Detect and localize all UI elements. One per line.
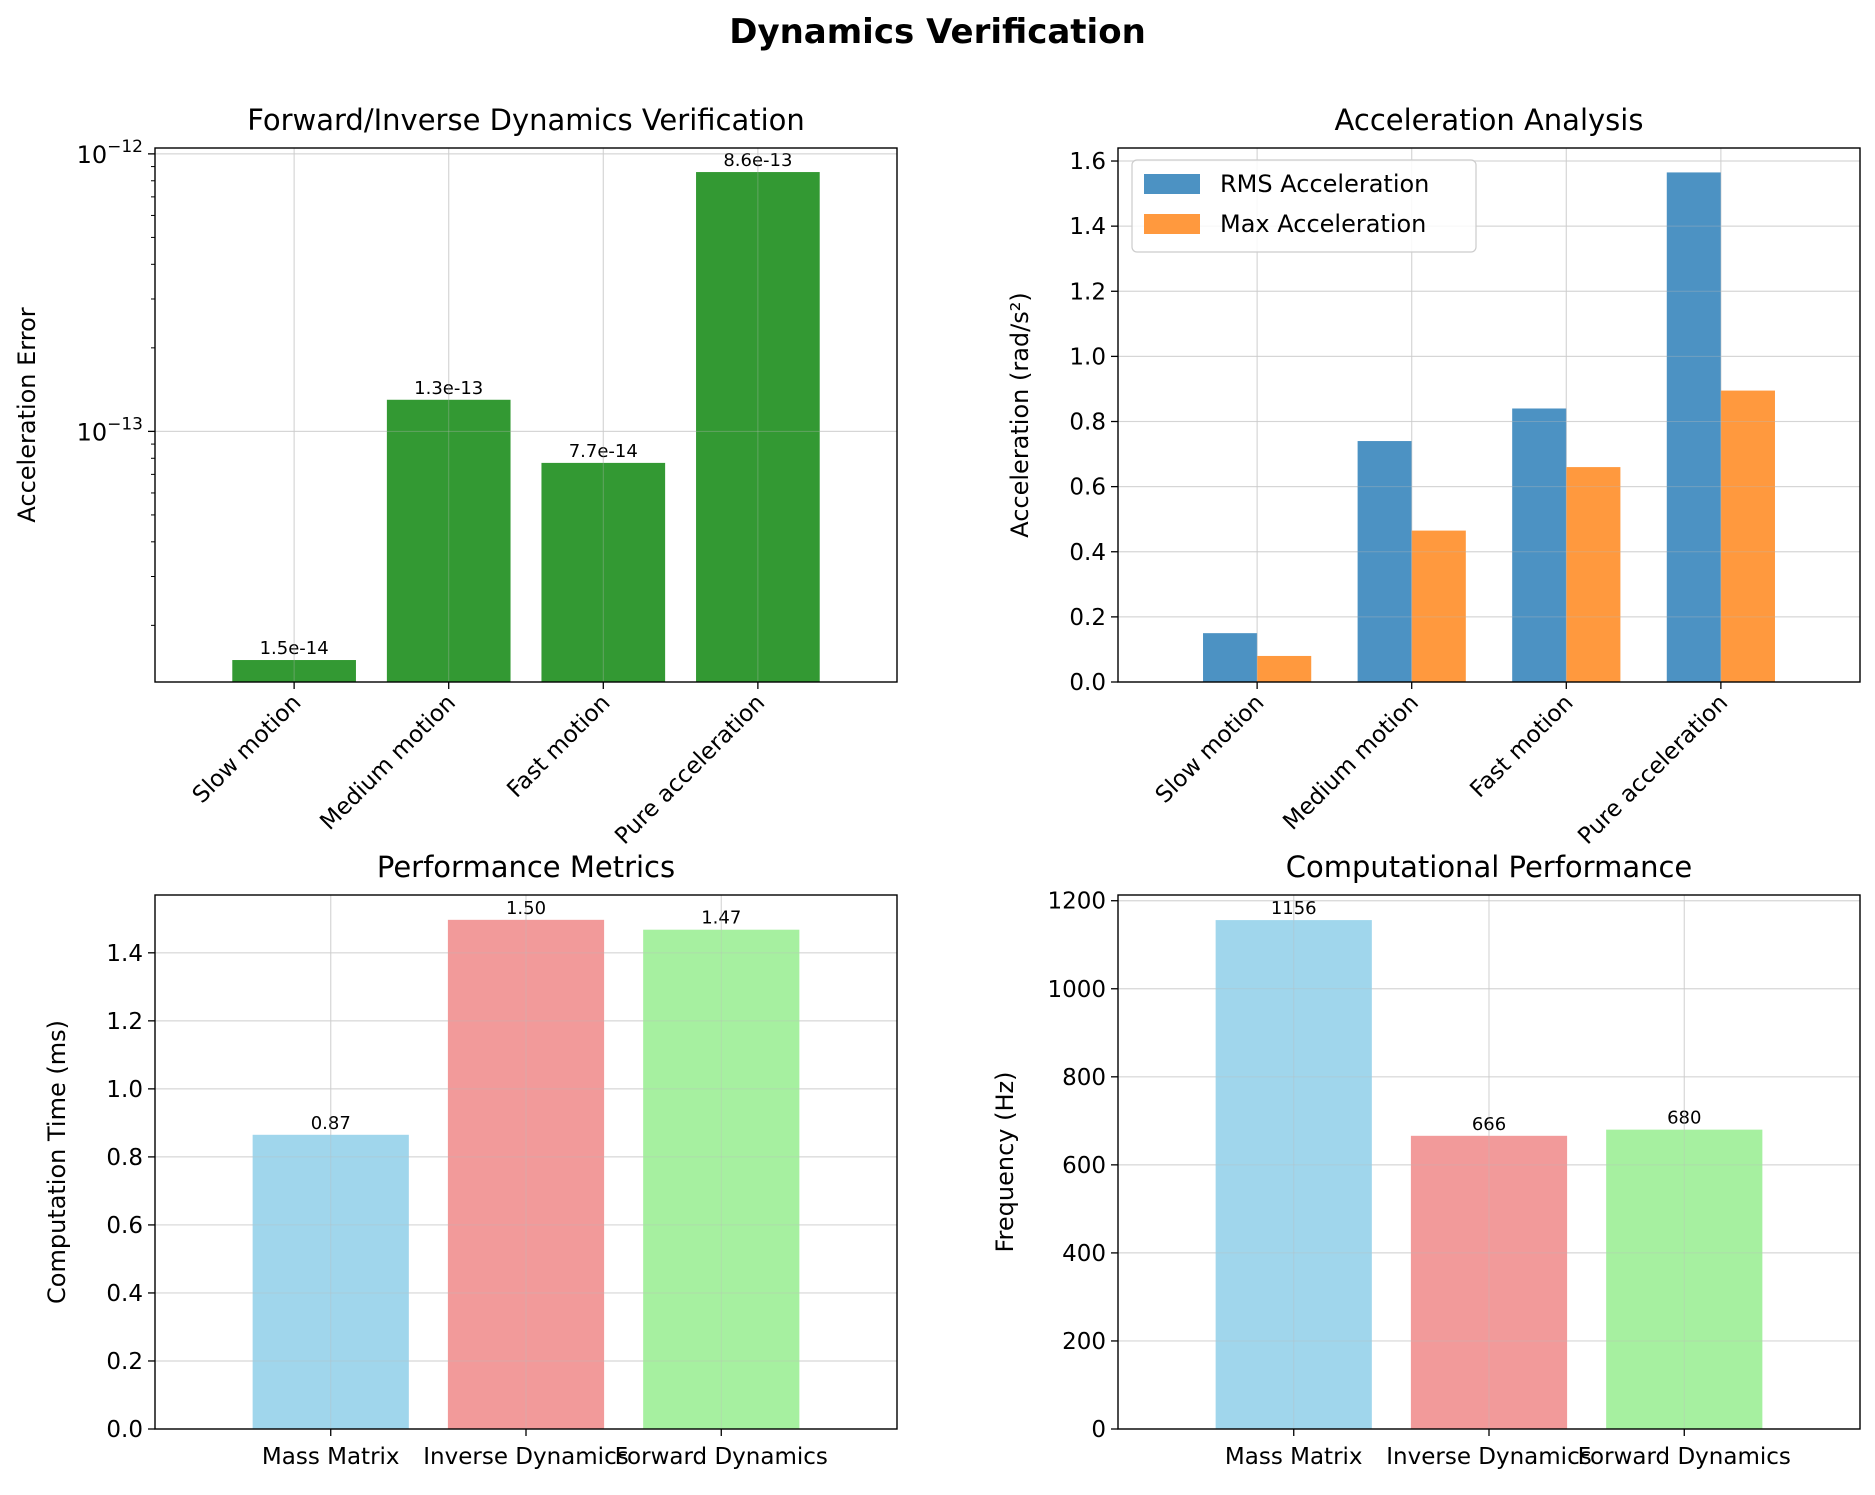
bar (1606, 1129, 1763, 1429)
x-tick-label: Pure acceleration (610, 690, 770, 850)
y-axis-label: Computation Time (ms) (43, 1020, 71, 1304)
x-tick-label: Mass Matrix (1225, 1444, 1363, 1470)
data-label: 1.50 (506, 898, 546, 919)
data-label: 7.7e-14 (569, 441, 638, 462)
y-tick-label: 0.0 (106, 1417, 143, 1443)
bar (386, 399, 511, 682)
x-tick-label: Slow motion (1151, 690, 1270, 809)
axes-frame (1117, 147, 1861, 683)
legend-swatch (1144, 214, 1200, 234)
x-tick-label: Forward Dynamics (1578, 1444, 1791, 1470)
y-axis-label: Acceleration Error (13, 307, 41, 522)
bar (1512, 408, 1567, 682)
axes-frame (154, 894, 898, 1430)
bar (1566, 467, 1621, 682)
y-tick-label: 0.4 (1069, 540, 1106, 566)
data-label: 1.47 (701, 908, 741, 929)
bar (643, 929, 800, 1429)
y-tick-label: 1.2 (1069, 279, 1106, 305)
bar (1720, 390, 1775, 682)
bar (541, 462, 666, 682)
bar (1411, 530, 1466, 682)
legend-box (1131, 159, 1477, 253)
data-label: 666 (1472, 1114, 1506, 1135)
y-tick-label: 800 (1062, 1065, 1106, 1091)
chart-title: Performance Metrics (377, 850, 675, 884)
x-tick-label: Forward Dynamics (615, 1444, 828, 1470)
x-tick-label: Medium motion (315, 690, 461, 836)
chart-title: Computational Performance (1286, 850, 1693, 884)
axes-frame (1117, 894, 1861, 1430)
chart-title: Forward/Inverse Dynamics Verification (247, 103, 805, 137)
data-label: 1.3e-13 (414, 378, 483, 399)
chart-acceleration-analysis: Acceleration Analysis 0.0 0.2 0.4 0.6 0.8 1.0 1… (1006, 103, 1861, 850)
y-tick-label: 200 (1062, 1329, 1106, 1355)
y-tick-label: 1.2 (106, 1009, 143, 1035)
data-label: 8.6e-13 (723, 150, 792, 171)
y-tick-label: 1.0 (106, 1077, 143, 1103)
y-tick-label: 1.4 (1069, 214, 1106, 240)
data-label: 1156 (1271, 898, 1317, 919)
x-tick-label: Fast motion (502, 690, 615, 803)
x-tick-label: Slow motion (188, 690, 307, 809)
y-tick-label: 0.4 (106, 1281, 143, 1307)
y-tick-label: 400 (1062, 1241, 1106, 1267)
legend-swatch (1144, 174, 1200, 194)
bar (252, 1134, 409, 1429)
legend-label: Max Acceleration (1220, 210, 1426, 238)
chart-acceleration-error: Forward/Inverse Dynamics Verification 10−… (13, 103, 898, 850)
bar (1203, 633, 1258, 682)
x-tick-label: Inverse Dynamics (423, 1444, 628, 1470)
bar (447, 919, 605, 1429)
y-tick-label: 0.2 (106, 1349, 143, 1375)
bar (1215, 920, 1372, 1429)
chart-performance-metrics: Performance Metrics 0.0 0.2 0.4 0.6 0.8 1.0 1.2… (43, 850, 898, 1470)
x-tick-label: Inverse Dynamics (1386, 1444, 1591, 1470)
chart-computational-performance: Computational Performance 0 200 400 600 800 10… (991, 850, 1861, 1470)
data-label: 680 (1667, 1108, 1701, 1129)
x-tick-label: Fast motion (1465, 690, 1578, 803)
y-tick-label: 1.6 (1069, 149, 1106, 175)
bar (1357, 441, 1412, 682)
data-label: 1.5e-14 (260, 638, 329, 659)
y-tick-label: 0.2 (1069, 605, 1106, 631)
bar (1410, 1135, 1568, 1429)
y-tick-label: 0.6 (1069, 475, 1106, 501)
y-tick-label: 600 (1062, 1153, 1106, 1179)
y-tick-label: 0.8 (106, 1145, 143, 1171)
y-tick-label: 0 (1091, 1417, 1106, 1443)
y-tick-label: 1.0 (1069, 344, 1106, 370)
x-tick-label: Medium motion (1278, 690, 1424, 836)
bar (696, 172, 820, 683)
axes-frame (154, 147, 898, 683)
y-tick-label: 0.6 (106, 1213, 143, 1239)
y-tick-label: 10−12 (77, 137, 143, 169)
y-tick-label: 1200 (1047, 889, 1106, 915)
figure-title: Dynamics Verification (729, 12, 1146, 52)
legend-label: RMS Acceleration (1220, 170, 1429, 198)
y-tick-label: 1000 (1047, 977, 1106, 1003)
y-axis-label: Acceleration (rad/s²) (1006, 292, 1034, 538)
y-tick-label: 0.0 (1069, 670, 1106, 696)
bar (1257, 655, 1312, 682)
x-tick-label: Mass Matrix (262, 1444, 400, 1470)
chart-title: Acceleration Analysis (1335, 103, 1644, 137)
bar (1666, 172, 1721, 683)
data-label: 0.87 (311, 1113, 351, 1134)
y-tick-label: 10−13 (77, 414, 143, 446)
y-axis-label: Frequency (Hz) (991, 1072, 1019, 1253)
x-tick-label: Pure acceleration (1573, 690, 1733, 850)
y-tick-label: 0.8 (1069, 410, 1106, 436)
y-tick-label: 1.4 (106, 941, 143, 967)
bar (232, 660, 356, 682)
